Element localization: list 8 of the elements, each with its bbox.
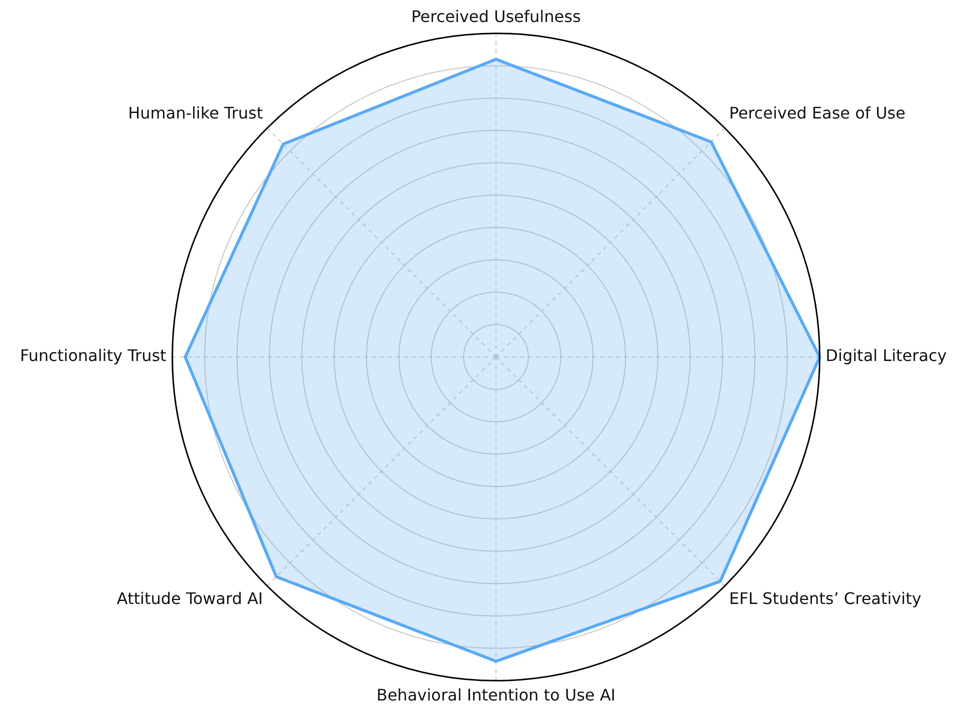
spoke-label: Digital Literacy [826,346,947,366]
spoke-label: Functionality Trust [20,346,166,366]
spoke-label: Human-like Trust [128,103,263,122]
spoke-label: Behavioral Intention to Use AI [376,685,616,704]
spoke-label: EFL Students’ Creativity [729,588,922,608]
spoke-label: Attitude Toward AI [116,588,263,608]
spoke-label: Perceived Ease of Use [729,103,906,122]
spoke-label: Perceived Usefulness [411,6,581,26]
